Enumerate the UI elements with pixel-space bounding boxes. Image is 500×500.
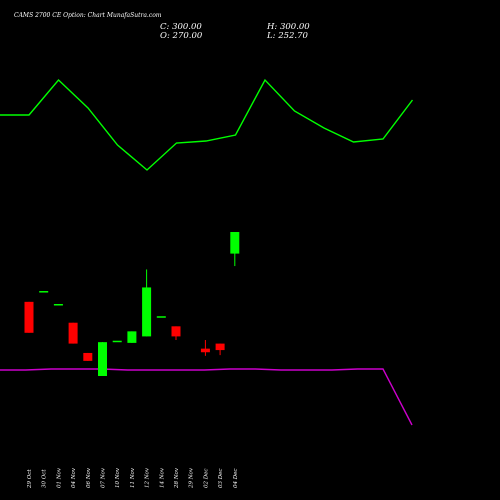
candle	[83, 352, 93, 361]
candle-body	[112, 340, 122, 343]
candle	[53, 304, 63, 306]
candle-body	[215, 343, 225, 351]
x-tick-label: 28 Nov	[174, 467, 180, 489]
candle	[68, 322, 78, 344]
candle-body	[171, 326, 181, 337]
x-tick-label: 10 Nov	[115, 467, 121, 488]
candle	[215, 343, 225, 356]
candle-body	[142, 287, 152, 337]
candle	[127, 331, 137, 343]
candle-body	[127, 331, 137, 343]
candle	[156, 316, 166, 318]
candles	[24, 232, 240, 376]
chart-title: CAMS 2700 CE Option: Chart MunafaSutra.c…	[14, 12, 162, 19]
x-tick-label: 30 Oct	[42, 469, 48, 488]
x-tick-label: 07 Nov	[101, 467, 107, 488]
low-readout: L: 252.70	[266, 31, 309, 41]
candle-body	[24, 301, 34, 333]
purple-indicator-line	[0, 368, 413, 426]
x-tick-label: 11 Nov	[130, 467, 136, 488]
candle	[112, 340, 122, 343]
candle-body	[156, 316, 166, 318]
candle	[24, 301, 34, 333]
x-tick-label: 02 Dec	[203, 469, 209, 489]
candle-body	[53, 304, 63, 306]
candle	[171, 326, 181, 340]
candle	[230, 232, 240, 267]
x-tick-label: 14 Nov	[159, 467, 165, 488]
candle-body	[68, 322, 78, 344]
x-tick-label: 12 Nov	[145, 467, 151, 488]
candle-body	[83, 352, 93, 361]
x-tick-label: 01 Nov	[56, 467, 62, 488]
high-readout: H: 300.00	[266, 22, 310, 32]
candle-body	[200, 348, 210, 353]
open-readout: O: 270.00	[160, 31, 203, 41]
x-tick-label: 04 Dec	[233, 469, 239, 489]
candle	[142, 269, 152, 337]
candle	[39, 291, 49, 293]
candle	[98, 342, 107, 376]
x-tick-label: 03 Dec	[218, 469, 224, 489]
x-tick-label: 04 Nov	[71, 467, 77, 488]
x-tick-label: 06 Nov	[86, 467, 92, 488]
close-readout: C: 300.00	[160, 22, 202, 32]
x-tick-label: 29 Oct	[27, 469, 33, 489]
candle-body	[230, 232, 240, 254]
green-indicator-line	[0, 78, 414, 171]
x-axis-ticks: 29 Oct 30 Oct 01 Nov 04 Nov 06 Nov 07 Nov 10 N…	[27, 467, 239, 489]
candle-body	[39, 291, 49, 293]
x-tick-label: 29 Nov	[189, 467, 195, 489]
candle-body	[98, 342, 107, 376]
candle	[200, 340, 210, 356]
